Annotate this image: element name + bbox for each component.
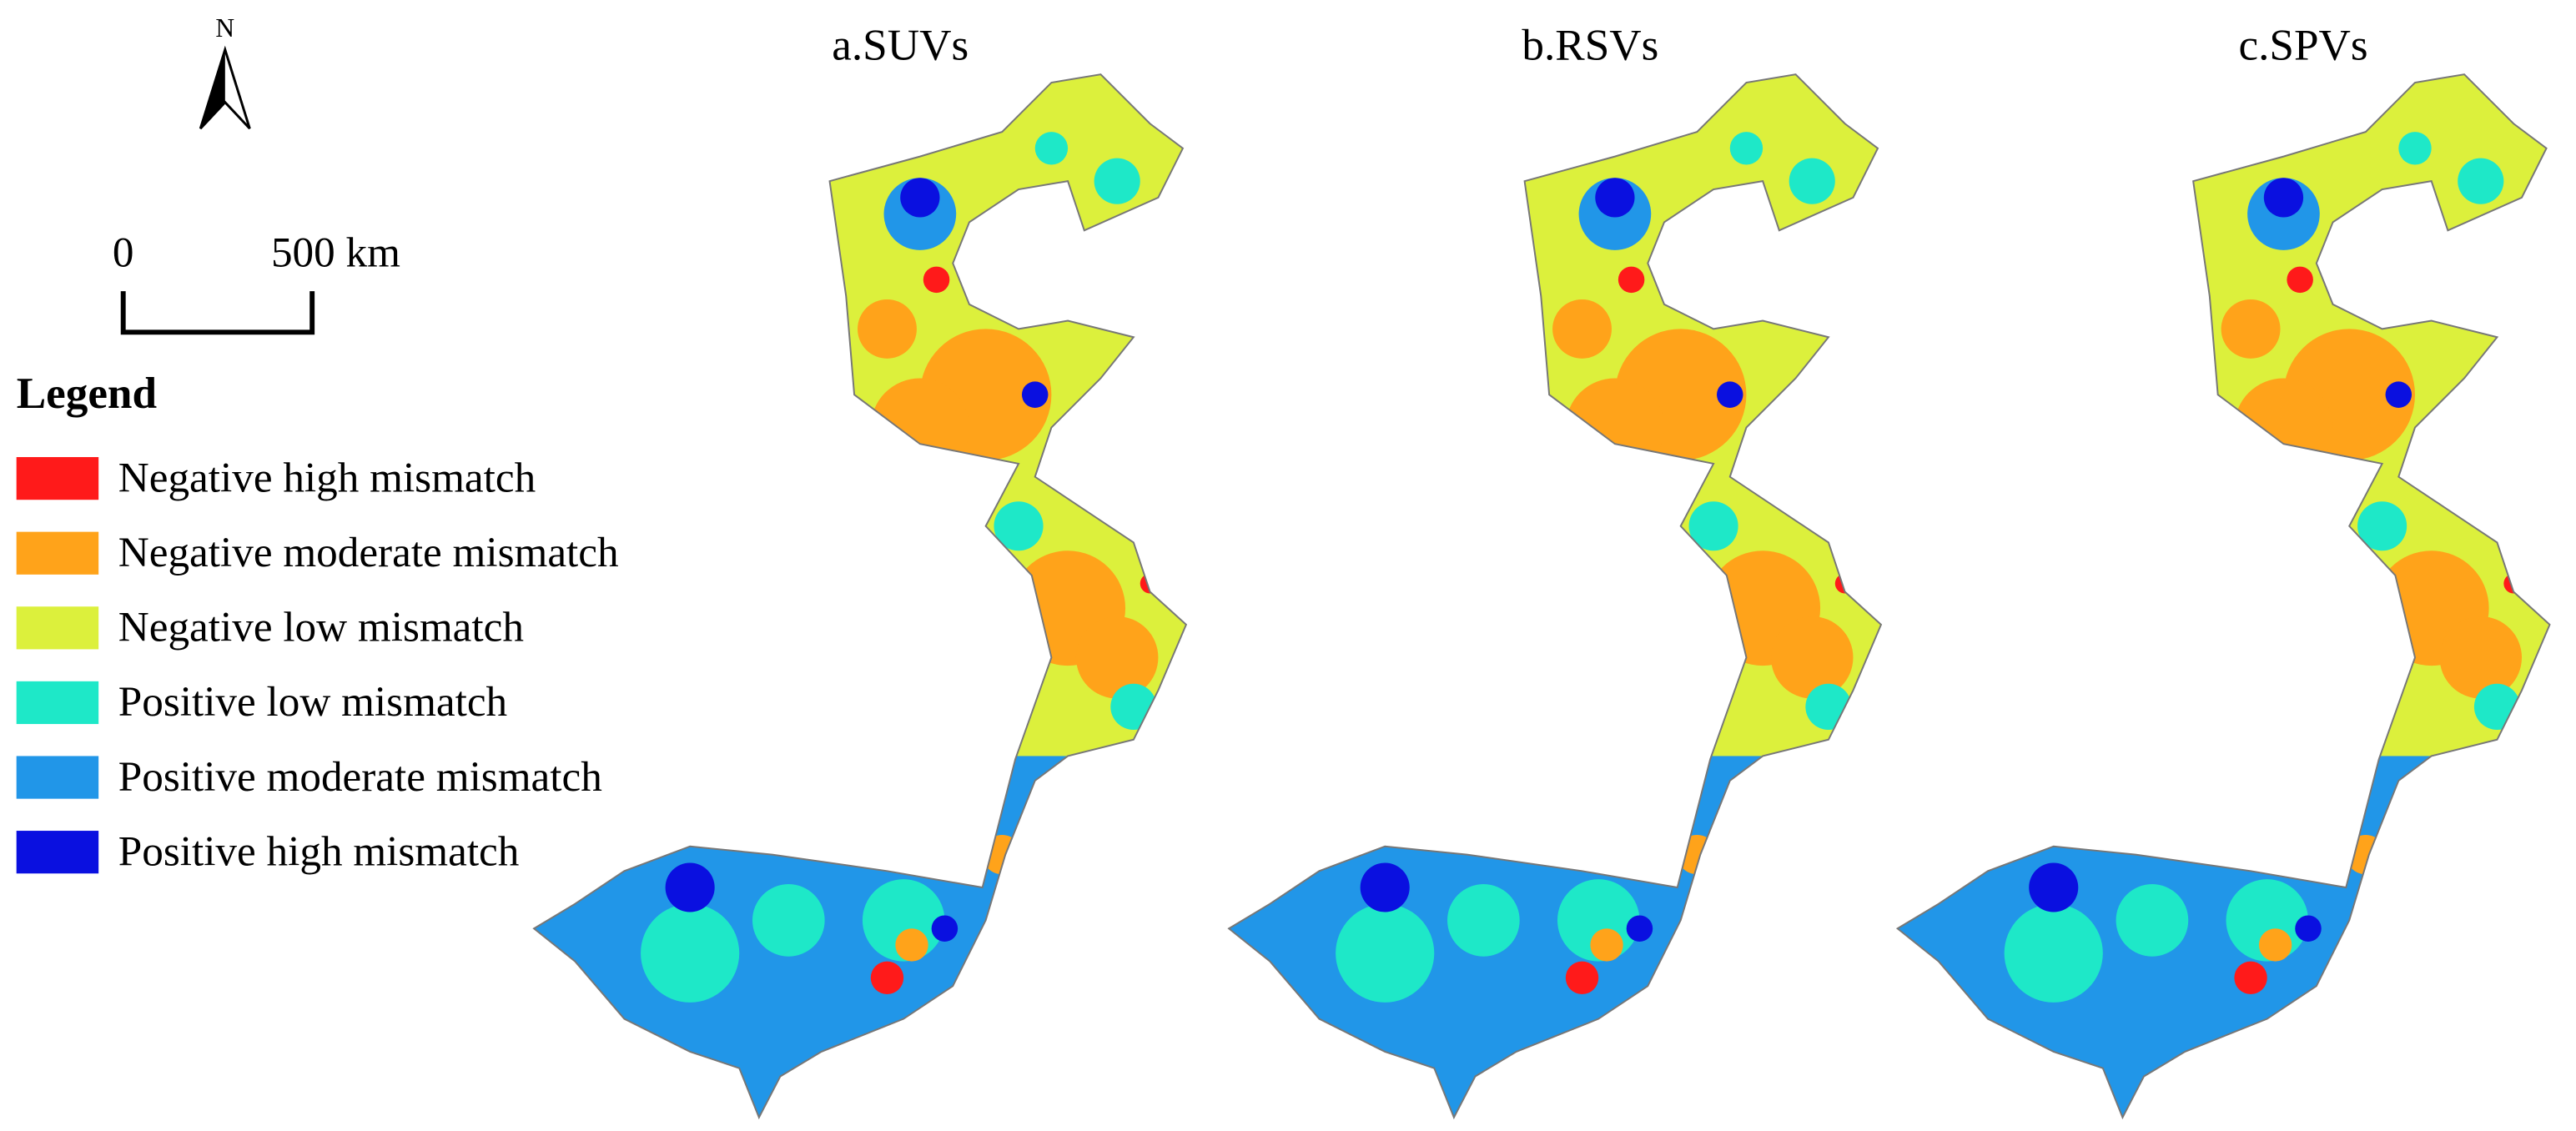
legend-swatch xyxy=(16,681,99,725)
legend-label: Negative moderate mismatch xyxy=(118,529,619,576)
legend-swatch xyxy=(16,457,99,500)
map-c xyxy=(1889,66,2576,1131)
map-b xyxy=(1220,66,1910,1131)
legend: Negative high mismatch Negative moderate … xyxy=(16,454,619,875)
legend-swatch xyxy=(16,831,99,874)
map-a xyxy=(526,66,1215,1131)
panel-title: a.SUVs xyxy=(832,20,969,69)
legend-label: Positive high mismatch xyxy=(118,827,520,875)
panel-title: b.RSVs xyxy=(1522,20,1658,69)
legend-swatch xyxy=(16,756,99,799)
legend-title: Legend xyxy=(17,369,157,418)
legend-label: Negative high mismatch xyxy=(118,454,536,501)
legend-label: Positive low mismatch xyxy=(118,678,507,726)
legend-swatch xyxy=(16,606,99,650)
scale-bar xyxy=(120,291,315,335)
legend-swatch xyxy=(16,531,99,575)
legend-label: Positive moderate mismatch xyxy=(118,753,602,801)
scale-start: 0 xyxy=(113,229,134,277)
legend-label: Negative low mismatch xyxy=(118,604,524,651)
panel-title: c.SPVs xyxy=(2239,20,2368,69)
scale-end: 500 km xyxy=(271,229,400,277)
north-label: N xyxy=(215,13,234,43)
